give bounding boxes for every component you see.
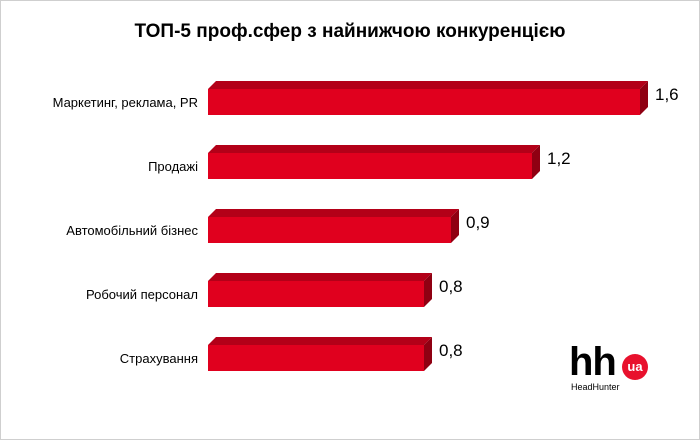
value-label: 1,2: [547, 149, 571, 168]
bar: [208, 89, 640, 115]
category-label: Страхування: [120, 351, 198, 366]
bar: [208, 281, 424, 307]
bar-top-face: [208, 209, 459, 217]
category-label: Продажі: [148, 159, 198, 174]
value-label: 0,8: [439, 277, 463, 296]
bar: [208, 153, 532, 179]
bar-side-face: [424, 273, 432, 307]
bar-top-face: [208, 337, 432, 345]
category-label: Автомобільний бізнес: [66, 223, 198, 238]
value-label: 1,6: [655, 85, 679, 104]
bar-side-face: [640, 81, 648, 115]
bar: [208, 345, 424, 371]
bar-top-face: [208, 273, 432, 281]
value-label: 0,8: [439, 341, 463, 360]
bar-side-face: [532, 145, 540, 179]
category-label: Робочий персонал: [86, 287, 198, 302]
logo-badge: ua: [622, 354, 648, 380]
logo-subtitle: HeadHunter: [571, 382, 620, 392]
bar-side-face: [424, 337, 432, 371]
category-label: Маркетинг, реклама, PR: [53, 95, 198, 110]
bar: [208, 217, 451, 243]
bar-top-face: [208, 145, 540, 153]
bar-side-face: [451, 209, 459, 243]
logo-text: hh: [569, 340, 617, 384]
chart-title: ТОП-5 проф.сфер з найнижчою конкуренцією: [134, 21, 566, 42]
headhunter-logo: hh ua HeadHunter: [569, 340, 669, 404]
bar-top-face: [208, 81, 648, 89]
value-label: 0,9: [466, 213, 490, 232]
